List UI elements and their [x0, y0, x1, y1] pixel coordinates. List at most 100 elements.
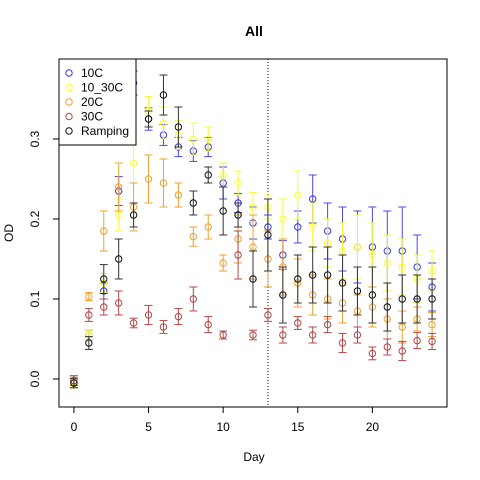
data-point [159, 119, 168, 127]
data-point [338, 247, 347, 255]
data-point [323, 320, 332, 329]
data-point [114, 255, 123, 263]
data-point [383, 259, 392, 267]
data-point [85, 292, 93, 301]
data-point [308, 195, 317, 203]
data-point [308, 331, 317, 339]
data-point [159, 91, 168, 99]
data-point [189, 199, 198, 207]
data-point [249, 243, 257, 251]
data-point [294, 319, 302, 327]
x-axis-label: Day [243, 450, 264, 464]
data-point [428, 295, 436, 303]
data-point [264, 311, 272, 319]
data-point [204, 223, 212, 231]
data-point [249, 275, 257, 283]
data-point [368, 349, 377, 358]
legend-marker [65, 83, 73, 92]
data-point [428, 337, 436, 346]
legend-label: 20C [81, 95, 103, 109]
data-point [398, 263, 406, 271]
data-point [204, 320, 212, 329]
data-point [294, 223, 302, 231]
data-point [264, 231, 272, 239]
legend-marker [65, 98, 73, 106]
legend-label: Ramping [81, 124, 129, 138]
data-point [234, 211, 242, 219]
data-point [204, 171, 212, 179]
data-point [85, 339, 93, 347]
data-point [279, 215, 287, 223]
data-point [279, 291, 287, 299]
data-point [144, 175, 153, 183]
series-30c [69, 230, 437, 386]
data-point [279, 331, 287, 339]
axis-ticks: 0 5 10 15 20 0.0 0.1 0.2 0.3 [28, 130, 379, 434]
data-point [85, 311, 93, 319]
y-tick-label: 0.1 [28, 290, 42, 307]
data-point [174, 312, 183, 321]
data-point [294, 191, 302, 199]
data-point [383, 343, 392, 351]
data-point [114, 211, 123, 219]
x-tick-label: 5 [145, 420, 152, 434]
data-point [174, 123, 183, 131]
x-tick-label: 0 [71, 420, 78, 434]
data-point [144, 115, 153, 123]
legend-label: 30C [81, 110, 103, 124]
data-point [338, 279, 347, 287]
data-point [413, 295, 421, 303]
data-point [100, 303, 108, 311]
x-tick-label: 15 [291, 420, 305, 434]
data-point [159, 323, 168, 331]
y-tick-label: 0.3 [28, 130, 42, 147]
data-point [308, 223, 317, 231]
data-point [323, 271, 332, 279]
data-point [308, 271, 317, 279]
data-point [398, 295, 406, 303]
data-point [368, 291, 377, 299]
legend-label: 10_30C [81, 81, 123, 95]
legend-marker [65, 127, 73, 135]
data-point [428, 320, 436, 329]
data-point [338, 339, 347, 347]
x-tick-label: 20 [366, 420, 380, 434]
data-point [234, 251, 242, 259]
data-point [383, 303, 392, 311]
y-tick-label: 0.0 [28, 370, 42, 387]
data-point [174, 191, 183, 199]
plot-frame [58, 58, 448, 408]
x-tick-label: 10 [216, 420, 230, 434]
data-point [144, 311, 153, 319]
data-point [219, 259, 227, 267]
legend-marker [65, 112, 73, 121]
legend-label: 10C [81, 66, 103, 80]
data-point [234, 179, 242, 187]
data-point [159, 179, 168, 187]
data-point [204, 135, 212, 143]
data-points-layer [69, 70, 437, 389]
data-point [368, 251, 377, 259]
data-point [129, 211, 138, 219]
data-point [100, 275, 108, 283]
data-point [249, 203, 257, 211]
data-point [219, 171, 227, 179]
data-point [189, 135, 198, 143]
data-point [189, 232, 198, 241]
data-point [323, 239, 332, 247]
data-point [114, 299, 123, 307]
data-point [294, 275, 302, 283]
data-point [353, 331, 362, 339]
data-point [100, 227, 108, 235]
data-point [398, 323, 406, 331]
data-point [413, 336, 421, 345]
legend-marker [65, 69, 73, 77]
data-point [129, 159, 138, 167]
data-point [249, 331, 257, 339]
y-axis-label: OD [2, 224, 16, 242]
data-point [398, 347, 406, 355]
chart-title: All [245, 23, 263, 39]
data-point [70, 379, 78, 387]
